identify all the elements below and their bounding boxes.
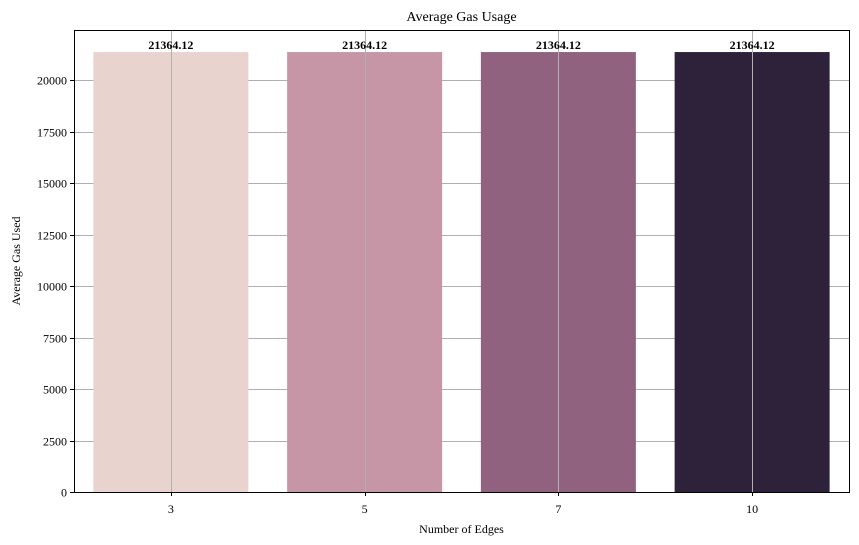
y-tick-label: 0 [61, 486, 67, 500]
plot-frame [74, 30, 850, 493]
bar-value-label: 21364.12 [342, 38, 387, 52]
y-axis-label: Average Gas Used [9, 216, 23, 305]
x-tick-label: 10 [746, 502, 758, 516]
bar-value-label: 21364.12 [730, 38, 775, 52]
y-tick-label: 15000 [37, 177, 67, 191]
y-tick-label: 20000 [37, 74, 67, 88]
bar-value-label: 21364.12 [148, 38, 193, 52]
y-tick-label: 7500 [43, 332, 67, 346]
y-tick-label: 12500 [37, 229, 67, 243]
y-tick-label: 2500 [43, 435, 67, 449]
bars-layer [93, 52, 830, 493]
y-tick-label: 10000 [37, 280, 67, 294]
bar-value-label: 21364.12 [536, 38, 581, 52]
data-labels-layer: 21364.12 21364.12 21364.12 21364.12 [148, 38, 774, 52]
x-tick-label: 3 [168, 502, 174, 516]
axes-layer: 0 2500 5000 7500 10000 12500 15000 17500 20000 3 5… [37, 30, 850, 516]
x-tick-label: 5 [362, 502, 368, 516]
y-tick-label: 17500 [37, 126, 67, 140]
bar-3 [93, 52, 249, 493]
x-grid-layer [171, 30, 753, 492]
bar-5 [287, 52, 443, 493]
x-tick-label: 7 [555, 502, 561, 516]
y-tick-label: 5000 [43, 383, 67, 397]
chart-title: Average Gas Usage [406, 10, 516, 25]
x-axis-label: Number of Edges [419, 522, 504, 536]
